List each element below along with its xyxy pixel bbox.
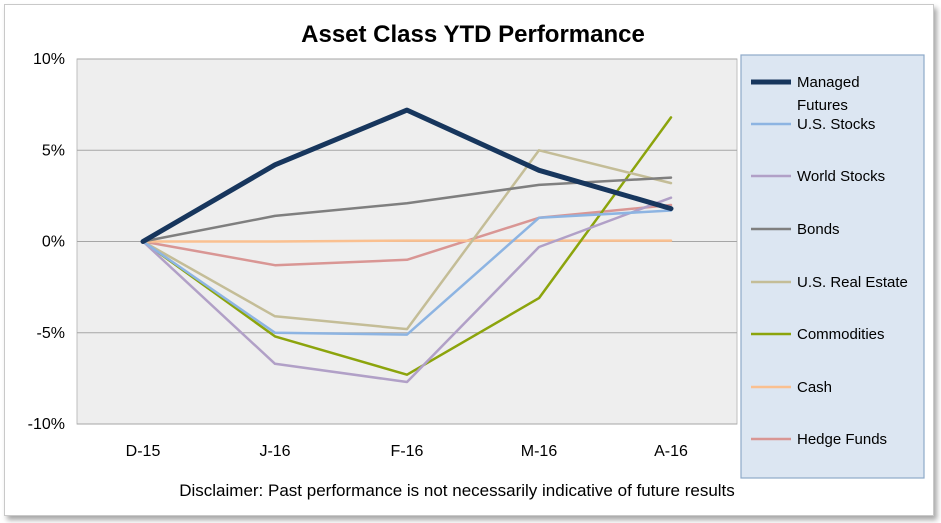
series-line-cash <box>141 239 673 243</box>
x-tick-label: F-16 <box>391 443 424 460</box>
y-tick-label: -10% <box>28 416 65 433</box>
plot-area: 10% 5% 0% -5% -10% D-15 J-16 F-16 M-16 A-16 <box>28 51 738 460</box>
series-line-managed-futures <box>140 107 674 244</box>
legend-label-cash: Cash <box>797 379 832 396</box>
legend-box <box>740 54 925 479</box>
legend-label-commodities: Commodities <box>797 326 885 343</box>
legend-label-bonds: Bonds <box>797 221 840 238</box>
x-tick-label: M-16 <box>521 443 558 460</box>
series-line-hedge-funds <box>141 203 673 267</box>
legend-label-managed-futures: Managed <box>797 74 860 91</box>
y-tick-label: 0% <box>42 234 65 251</box>
x-tick-label: A-16 <box>654 443 688 460</box>
series-line-u-s-real-estate <box>141 149 673 331</box>
disclaimer-text: Disclaimer: Past performance is not nece… <box>179 481 735 500</box>
series-line-commodities <box>141 116 673 376</box>
chart-svg: Asset Class YTD Performance 10% 5% 0% -5% -1… <box>28 21 925 500</box>
chart-frame: Asset Class YTD Performance 10% 5% 0% -5% -1… <box>4 4 934 516</box>
legend: Managed Futures U.S. Stocks World Stocks Bon… <box>740 54 925 479</box>
y-tick-label: 5% <box>42 142 65 159</box>
legend-label-u-s-stocks: U.S. Stocks <box>797 116 875 133</box>
y-tick-label: -5% <box>37 325 65 342</box>
series-line-world-stocks <box>141 196 673 384</box>
legend-label-u-s-real-estate: U.S. Real Estate <box>797 274 908 291</box>
x-tick-label: D-15 <box>126 443 161 460</box>
chart-title: Asset Class YTD Performance <box>301 21 645 48</box>
y-tick-label: 10% <box>33 51 65 68</box>
legend-label-hedge-funds: Hedge Funds <box>797 431 887 448</box>
series-line-u-s-stocks <box>141 209 673 336</box>
x-tick-label: J-16 <box>259 443 290 460</box>
legend-label-world-stocks: World Stocks <box>797 168 885 185</box>
legend-label-managed-futures: Futures <box>797 97 848 114</box>
